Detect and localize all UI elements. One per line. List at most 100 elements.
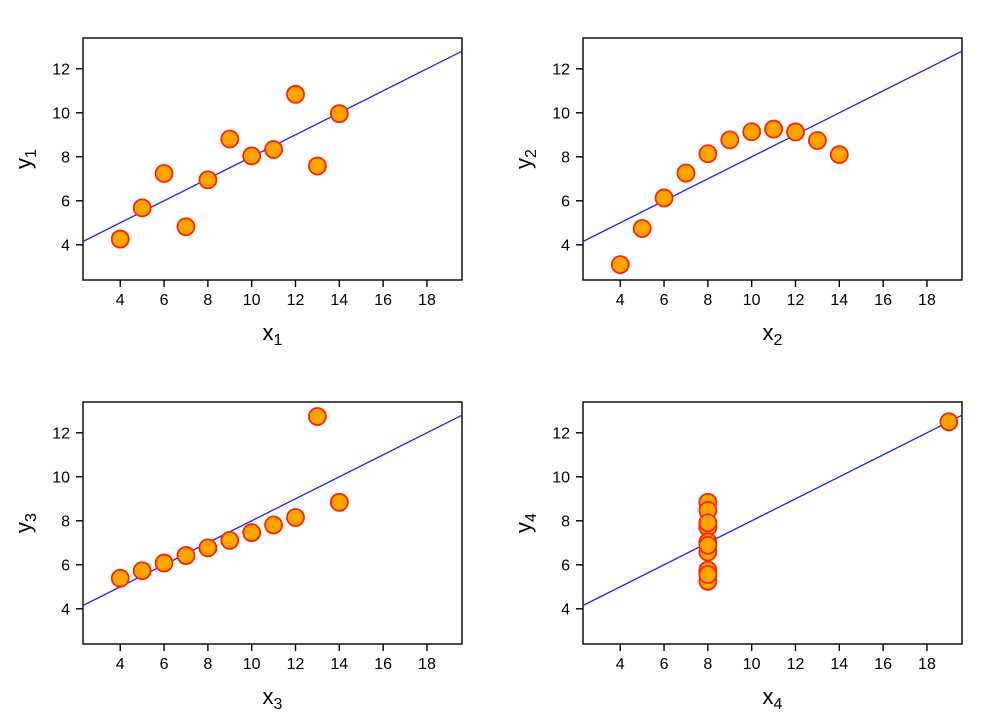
data-point [176,545,196,565]
y-axis-tick-label: 6 [561,193,570,210]
x-axis-label: x2 [763,320,783,349]
data-point [786,122,805,142]
data-point [132,560,152,580]
data-point [698,564,718,584]
data-point [286,84,305,104]
y-axis-tick-label: 8 [561,513,570,530]
data-point [220,129,240,149]
panel-y3-vs-x3: 4 6 8 10 12 14 16 18 4 6 8 10 12 x3 y3 [0,364,500,727]
x-axis-tick-label: 14 [330,292,348,309]
plot-frame [582,37,963,281]
data-point [264,515,283,534]
y-axis-tick-label: 12 [52,61,70,78]
data-point [676,163,696,183]
x-axis-label: x4 [763,684,783,713]
data-point [808,131,827,150]
panel-y1-vs-x1: 4 6 8 10 12 14 16 18 4 6 8 10 12 x1 y1 [0,0,500,364]
y-axis-tick-label: 4 [561,237,570,254]
x-axis-tick-label: 8 [703,292,712,309]
x-axis-tick-label: 18 [418,656,436,673]
x-axis-tick-label: 12 [287,656,305,673]
x-axis-tick-label: 18 [918,292,936,309]
y-axis-label: y4 [511,512,540,532]
data-point [176,217,196,237]
x-axis-tick-label: 18 [918,656,936,673]
plot-frame [82,400,463,645]
data-point [308,156,327,176]
x-axis-tick-label: 8 [203,292,212,309]
x-axis-tick-label: 4 [116,292,125,309]
x-axis-tick-label: 12 [787,292,805,309]
data-point [329,492,349,512]
y-axis-tick-label: 10 [552,105,570,122]
y-axis-tick-label: 6 [561,557,570,574]
data-point [698,512,718,532]
x-axis-tick-label: 16 [374,292,392,309]
y-axis-tick-label: 10 [52,469,70,486]
data-point [286,507,305,527]
y-axis-tick-label: 8 [561,149,570,166]
y-axis-label: y3 [11,512,40,532]
panel-y4-vs-x4: 4 6 8 10 12 14 16 18 4 6 8 10 12 x4 y4 [500,364,1000,727]
x-axis-tick-label: 8 [203,656,212,673]
data-point [939,411,959,431]
y-axis-tick-label: 6 [61,193,70,210]
x-axis-tick-label: 10 [243,656,261,673]
x-axis-label: x3 [263,684,283,713]
data-point [632,219,652,238]
data-point [154,553,174,572]
data-point [110,229,130,249]
data-point [654,188,674,208]
x-axis-tick-label: 10 [243,292,261,309]
panel-y2-vs-x2: 4 6 8 10 12 14 16 18 4 6 8 10 12 x2 y2 [500,0,1000,364]
data-point [242,146,262,166]
y-axis-tick-label: 8 [61,149,70,166]
x-axis-tick-label: 16 [874,656,892,673]
regression-line [582,414,963,606]
x-axis-tick-label: 8 [703,656,712,673]
x-axis-tick-label: 6 [660,292,669,309]
y-axis-tick-label: 12 [552,61,570,78]
data-point [242,522,262,542]
x-axis-tick-label: 16 [874,292,892,309]
data-point [742,122,762,142]
y-axis-tick-label: 6 [61,557,70,574]
x-axis-tick-label: 6 [660,656,669,673]
data-point [220,530,240,550]
data-point [198,170,218,190]
x-axis-tick-label: 12 [287,292,305,309]
plot-frame [82,37,463,281]
data-point [132,198,152,218]
data-point [698,144,718,164]
x-axis-tick-label: 14 [830,292,848,309]
y-axis-tick-label: 8 [61,513,70,530]
y-axis-tick-label: 4 [61,237,70,254]
data-point [698,535,718,555]
y-axis-tick-label: 10 [52,105,70,122]
y-axis-label: y2 [511,149,540,169]
x-axis-tick-label: 14 [830,656,848,673]
data-point [198,537,218,557]
x-axis-tick-label: 16 [374,656,392,673]
y-axis-label: y1 [11,149,40,169]
y-axis-tick-label: 12 [552,425,570,442]
x-axis-tick-label: 4 [616,292,625,309]
x-axis-tick-label: 6 [160,292,169,309]
x-axis-tick-label: 14 [330,656,348,673]
data-point [720,130,740,150]
data-point [329,104,349,124]
x-axis-tick-label: 6 [160,656,169,673]
data-point [264,140,283,159]
y-axis-tick-label: 4 [61,601,70,618]
y-axis-tick-label: 12 [52,425,70,442]
x-axis-tick-label: 18 [418,292,436,309]
plot-frame [582,400,963,645]
data-point [764,119,783,139]
data-point [110,568,130,588]
x-axis-tick-label: 10 [743,656,761,673]
